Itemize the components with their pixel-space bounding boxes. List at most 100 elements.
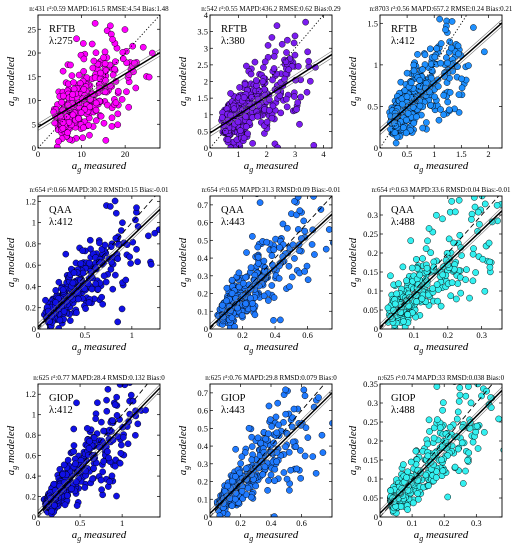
data-point bbox=[62, 250, 70, 258]
y-tick-label: 15 bbox=[28, 72, 37, 82]
data-point bbox=[70, 442, 78, 449]
x-axis-label: ag measured bbox=[244, 341, 299, 355]
y-tick-label: 0.6 bbox=[25, 451, 36, 461]
data-point bbox=[425, 225, 433, 232]
data-point bbox=[485, 239, 493, 247]
wavelength-label: λ:380 bbox=[221, 36, 245, 47]
data-point bbox=[280, 469, 288, 476]
data-point bbox=[455, 398, 463, 405]
data-point bbox=[318, 431, 326, 439]
data-point bbox=[241, 80, 249, 88]
x-tick-label: 0 bbox=[36, 149, 40, 159]
data-point bbox=[80, 124, 87, 132]
plot-frame bbox=[379, 383, 503, 518]
data-point bbox=[293, 106, 300, 113]
data-point bbox=[469, 250, 477, 258]
data-point bbox=[240, 94, 248, 101]
data-point bbox=[300, 362, 306, 368]
data-point bbox=[410, 61, 418, 69]
data-point bbox=[132, 216, 139, 224]
data-point bbox=[272, 413, 280, 421]
data-point bbox=[232, 295, 240, 302]
data-point bbox=[106, 0, 112, 1]
data-point bbox=[283, 475, 291, 483]
y-tick-label: 0.5 bbox=[197, 423, 208, 433]
data-point bbox=[112, 234, 120, 242]
chart-panel-qaa_488: n:654 r²:0.63 MAPD:33.6 RMSD:0.04 Bias:-… bbox=[347, 186, 511, 355]
data-point bbox=[434, 297, 441, 305]
y-tick-label: 0 bbox=[374, 324, 378, 334]
data-point bbox=[261, 267, 269, 275]
fit-bound-line bbox=[380, 19, 502, 129]
data-point bbox=[416, 271, 424, 279]
data-point bbox=[245, 424, 253, 432]
y-tick-label: 0.8 bbox=[25, 239, 36, 249]
data-point bbox=[77, 109, 85, 117]
data-point bbox=[228, 276, 236, 284]
data-point bbox=[468, 216, 475, 223]
y-tick-label: 0.25 bbox=[363, 417, 378, 427]
data-point bbox=[268, 252, 276, 259]
data-point bbox=[70, 79, 77, 86]
data-point bbox=[96, 75, 104, 83]
data-point bbox=[90, 464, 97, 472]
x-tick-label: 0.2 bbox=[442, 330, 453, 340]
x-tick-label: 4 bbox=[321, 149, 326, 159]
data-point bbox=[69, 279, 77, 287]
data-point bbox=[454, 63, 461, 70]
y-axis-label: ag modeled bbox=[347, 237, 361, 287]
data-point bbox=[292, 443, 300, 451]
data-point bbox=[462, 392, 470, 400]
y-tick-label: 0.4 bbox=[25, 281, 36, 291]
data-point bbox=[414, 466, 422, 474]
data-point bbox=[59, 124, 67, 132]
data-point bbox=[413, 113, 420, 121]
data-point bbox=[466, 294, 473, 302]
data-point bbox=[80, 68, 87, 75]
data-point bbox=[290, 93, 298, 100]
data-point bbox=[79, 134, 87, 142]
model-label: RFTB bbox=[221, 24, 247, 35]
data-point bbox=[282, 443, 289, 451]
data-point bbox=[295, 247, 303, 255]
data-point bbox=[281, 75, 288, 83]
data-point bbox=[476, 220, 483, 228]
chart-stats-label: n:431 r²:0.59 MAPD:161.5 RMSE:4.54 Bias:… bbox=[29, 5, 169, 13]
data-point bbox=[283, 95, 290, 103]
data-point bbox=[455, 196, 463, 204]
data-point bbox=[56, 316, 64, 324]
data-point bbox=[322, 245, 330, 253]
data-point bbox=[242, 465, 250, 472]
data-point bbox=[52, 299, 60, 306]
data-point bbox=[234, 304, 241, 312]
y-tick-label: 25 bbox=[28, 24, 37, 34]
data-point bbox=[83, 424, 91, 432]
data-point bbox=[88, 40, 96, 48]
y-tick-label: 1.5 bbox=[197, 93, 208, 103]
data-point bbox=[259, 471, 267, 478]
x-tick-label: 1 bbox=[432, 149, 436, 159]
data-point bbox=[120, 434, 127, 441]
data-point bbox=[275, 421, 282, 429]
y-tick-label: 0.1 bbox=[197, 306, 208, 316]
data-point bbox=[448, 44, 455, 52]
data-point bbox=[129, 238, 137, 246]
data-point bbox=[90, 434, 98, 442]
data-point bbox=[98, 418, 105, 426]
one-to-one-line bbox=[380, 196, 500, 329]
data-point bbox=[311, 251, 318, 258]
data-point bbox=[448, 279, 456, 286]
plot-frame bbox=[37, 383, 161, 518]
data-point bbox=[263, 118, 271, 126]
data-point bbox=[114, 121, 122, 129]
data-point bbox=[268, 282, 276, 289]
data-point bbox=[69, 111, 77, 119]
data-point bbox=[282, 386, 289, 394]
chart-panel-giop_412: n:625 r²:0.77 MAPD:28.4 RMSD:0.132 Bias:… bbox=[5, 374, 165, 543]
data-point bbox=[433, 384, 441, 390]
fit-bound-line bbox=[211, 217, 332, 329]
y-axis-label: ag modeled bbox=[347, 425, 361, 475]
data-point bbox=[100, 272, 108, 280]
data-point bbox=[92, 99, 100, 107]
plot-frame bbox=[209, 195, 333, 330]
